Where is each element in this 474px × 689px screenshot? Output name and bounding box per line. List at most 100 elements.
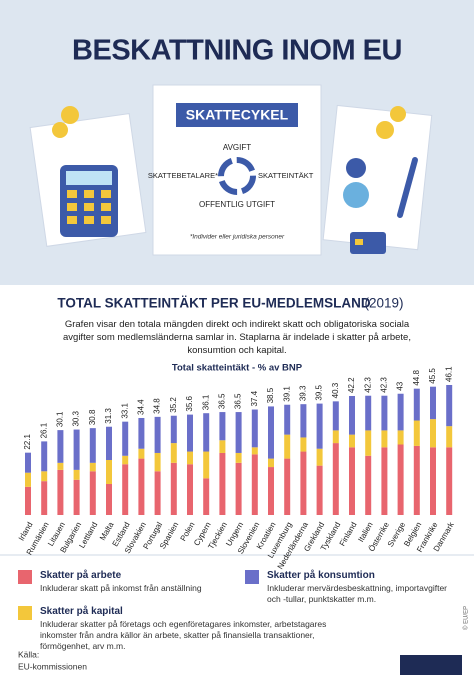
total-label: 38.5 bbox=[266, 387, 275, 403]
total-label: 40.3 bbox=[331, 382, 340, 398]
legend-name: Skatter på arbete bbox=[40, 570, 122, 581]
total-label: 42.3 bbox=[380, 377, 389, 393]
bar-segment bbox=[187, 451, 193, 465]
cycle-label: SKATTEINTÄKT bbox=[258, 171, 314, 180]
bar-segment bbox=[89, 428, 96, 463]
bar-segment bbox=[430, 447, 436, 515]
bar-segment bbox=[300, 437, 307, 452]
total-label: 30.8 bbox=[88, 409, 97, 425]
bar-segment bbox=[430, 419, 436, 448]
bar-segment bbox=[365, 430, 372, 456]
total-label: 34.8 bbox=[153, 398, 162, 414]
bar-segment bbox=[138, 417, 145, 449]
legend-item: Skatter på arbete Inkluderar skatt på in… bbox=[40, 570, 235, 594]
bar-segment bbox=[446, 426, 453, 448]
total-label: 22.1 bbox=[23, 434, 32, 450]
eu-logo bbox=[400, 655, 462, 675]
bar-segment bbox=[219, 412, 226, 441]
source-name: EU-kommissionen bbox=[18, 661, 87, 671]
cycle-title: SKATTECYKEL bbox=[186, 107, 289, 123]
bar-segment bbox=[268, 458, 274, 468]
bar-segment bbox=[316, 465, 323, 515]
total-label: 34.4 bbox=[137, 399, 146, 415]
bar-segment bbox=[25, 452, 31, 473]
legend-description: Inkluderar skatt på inkomst från anställ… bbox=[40, 583, 202, 593]
bar-segment bbox=[446, 384, 453, 427]
total-label: 39.5 bbox=[315, 384, 324, 400]
bar-segment bbox=[122, 455, 129, 465]
legend-description: Inkluderar mervärdesbeskattning, importa… bbox=[267, 583, 447, 604]
bar-segment bbox=[235, 412, 242, 453]
source-label: Källa: bbox=[18, 649, 39, 659]
bar-segment bbox=[251, 454, 258, 515]
cycle-label: SKATTEBETALARE* bbox=[148, 171, 218, 180]
bar-segment bbox=[397, 444, 404, 515]
bar-segment bbox=[106, 460, 112, 484]
bar-segment bbox=[349, 395, 355, 435]
bar-segment bbox=[89, 462, 96, 472]
total-label: 31.3 bbox=[104, 408, 113, 424]
bar-segment bbox=[57, 462, 64, 470]
total-label: 36.5 bbox=[218, 393, 227, 409]
bar-segment bbox=[106, 483, 112, 515]
legend-item: Skatter på konsumtion Inkluderar mervärd… bbox=[267, 570, 462, 605]
bar-segment bbox=[203, 478, 210, 515]
total-label: 42.3 bbox=[363, 377, 372, 393]
bar-segment bbox=[381, 395, 388, 431]
bar-segment bbox=[397, 393, 404, 431]
cycle-arrows bbox=[218, 157, 256, 195]
bar-segment bbox=[138, 448, 145, 459]
cycle-title-box bbox=[176, 103, 298, 127]
total-label: 43 bbox=[396, 381, 405, 390]
bar-segment bbox=[122, 464, 129, 515]
bar-segment bbox=[187, 414, 193, 452]
total-label: 26.1 bbox=[39, 422, 48, 438]
bar-segment bbox=[203, 413, 210, 452]
bar-segment bbox=[446, 447, 453, 515]
bar-segment bbox=[203, 451, 210, 479]
bar-segment bbox=[57, 469, 64, 515]
bar-segment bbox=[300, 451, 307, 515]
total-label: 30.3 bbox=[72, 410, 81, 426]
bar-segment bbox=[187, 464, 193, 515]
decoration bbox=[29, 104, 433, 254]
bar-segment bbox=[154, 471, 161, 515]
cycle-note: *Individer eller juridiska personer bbox=[190, 234, 285, 241]
bar-segment bbox=[430, 386, 436, 420]
total-label: 44.8 bbox=[412, 370, 421, 386]
cycle-label: OFFENTLIG UTGIFT bbox=[199, 200, 275, 209]
total-label: 45.5 bbox=[428, 368, 437, 384]
total-label: 42.2 bbox=[347, 377, 356, 393]
total-label: 39.1 bbox=[282, 386, 291, 402]
bar-segment bbox=[89, 471, 96, 515]
bar-segment bbox=[268, 406, 274, 459]
bar-segment bbox=[365, 395, 372, 431]
bar-segment bbox=[284, 458, 291, 515]
bar-segment bbox=[170, 443, 177, 463]
total-label: 36.1 bbox=[201, 394, 210, 410]
bar-segment bbox=[349, 434, 355, 448]
bar-segment bbox=[41, 441, 48, 472]
bar-segment bbox=[170, 462, 177, 515]
bar-segment bbox=[122, 421, 129, 456]
bar-segment bbox=[219, 440, 226, 453]
bar-segment bbox=[316, 403, 323, 449]
legend-swatch bbox=[18, 570, 32, 584]
bar-segment bbox=[41, 481, 48, 515]
bar-segment bbox=[332, 443, 339, 515]
bar-segment bbox=[235, 452, 242, 463]
bar-segment bbox=[413, 420, 420, 446]
bar-segment bbox=[25, 472, 31, 487]
bar-segment bbox=[300, 404, 307, 438]
bar-segment bbox=[332, 401, 339, 431]
bar-segment bbox=[219, 452, 226, 515]
bar-segment bbox=[349, 447, 355, 515]
bar-segment bbox=[284, 434, 291, 459]
y-axis-title: Total skatteintäkt - % av BNP bbox=[172, 363, 303, 374]
bar-segment bbox=[106, 426, 112, 461]
bar-segment bbox=[268, 467, 274, 515]
cycle-label: AVGIFT bbox=[223, 143, 251, 152]
bar-segment bbox=[332, 430, 339, 444]
